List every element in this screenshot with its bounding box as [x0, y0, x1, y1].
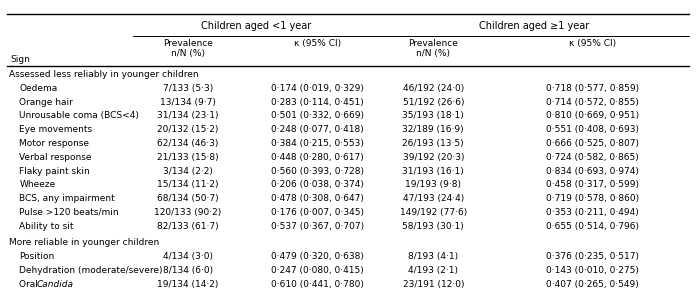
- Text: 15/134 (11·2): 15/134 (11·2): [157, 180, 219, 189]
- Text: Eye movements: Eye movements: [19, 125, 93, 134]
- Text: 32/189 (16·9): 32/189 (16·9): [402, 125, 464, 134]
- Text: 8/193 (4·1): 8/193 (4·1): [408, 252, 459, 261]
- Text: 39/192 (20·3): 39/192 (20·3): [402, 153, 464, 162]
- Text: 0·458 (0·317, 0·599): 0·458 (0·317, 0·599): [546, 180, 639, 189]
- Text: Assessed less reliably in younger children: Assessed less reliably in younger childr…: [9, 69, 198, 79]
- Text: Verbal response: Verbal response: [19, 153, 92, 162]
- Text: 31/134 (23·1): 31/134 (23·1): [157, 111, 219, 120]
- Text: 0·248 (0·077, 0·418): 0·248 (0·077, 0·418): [271, 125, 364, 134]
- Text: 0·610 (0·441, 0·780): 0·610 (0·441, 0·780): [271, 280, 364, 289]
- Text: 0·206 (0·038, 0·374): 0·206 (0·038, 0·374): [271, 180, 364, 189]
- Text: 51/192 (26·6): 51/192 (26·6): [402, 98, 464, 107]
- Text: 0·283 (0·114, 0·451): 0·283 (0·114, 0·451): [271, 98, 364, 107]
- Text: 58/193 (30·1): 58/193 (30·1): [402, 222, 464, 231]
- Text: 13/134 (9·7): 13/134 (9·7): [160, 98, 216, 107]
- Text: Position: Position: [19, 252, 54, 261]
- Text: 23/191 (12·0): 23/191 (12·0): [402, 280, 464, 289]
- Text: 19/134 (14·2): 19/134 (14·2): [157, 280, 219, 289]
- Text: 0·353 (0·211, 0·494): 0·353 (0·211, 0·494): [546, 208, 638, 217]
- Text: 0·174 (0·019, 0·329): 0·174 (0·019, 0·329): [271, 84, 364, 93]
- Text: 0·501 (0·332, 0·669): 0·501 (0·332, 0·669): [271, 111, 364, 120]
- Text: Unrousable coma (BCS<4): Unrousable coma (BCS<4): [19, 111, 139, 120]
- Text: Prevalence
n/N (%): Prevalence n/N (%): [409, 39, 458, 58]
- Text: 120/133 (90·2): 120/133 (90·2): [154, 208, 221, 217]
- Text: 0·384 (0·215, 0·553): 0·384 (0·215, 0·553): [271, 139, 364, 148]
- Text: 68/134 (50·7): 68/134 (50·7): [157, 194, 219, 203]
- Text: 31/193 (16·1): 31/193 (16·1): [402, 167, 464, 176]
- Text: Orange hair: Orange hair: [19, 98, 73, 107]
- Text: 47/193 (24·4): 47/193 (24·4): [402, 194, 464, 203]
- Text: 0·834 (0·693, 0·974): 0·834 (0·693, 0·974): [546, 167, 639, 176]
- Text: 0·810 (0·669, 0·951): 0·810 (0·669, 0·951): [546, 111, 639, 120]
- Text: Oral: Oral: [19, 280, 41, 289]
- Text: 0·478 (0·308, 0·647): 0·478 (0·308, 0·647): [271, 194, 364, 203]
- Text: 0·247 (0·080, 0·415): 0·247 (0·080, 0·415): [271, 266, 364, 275]
- Text: 82/133 (61·7): 82/133 (61·7): [157, 222, 219, 231]
- Text: Oedema: Oedema: [19, 84, 58, 93]
- Text: Candida: Candida: [37, 280, 74, 289]
- Text: 0·376 (0·235, 0·517): 0·376 (0·235, 0·517): [546, 252, 639, 261]
- Text: 0·666 (0·525, 0·807): 0·666 (0·525, 0·807): [546, 139, 639, 148]
- Text: 0·551 (0·408, 0·693): 0·551 (0·408, 0·693): [546, 125, 639, 134]
- Text: BCS, any impairment: BCS, any impairment: [19, 194, 115, 203]
- Text: 149/192 (77·6): 149/192 (77·6): [400, 208, 467, 217]
- Text: 0·714 (0·572, 0·855): 0·714 (0·572, 0·855): [546, 98, 639, 107]
- Text: 0·407 (0·265, 0·549): 0·407 (0·265, 0·549): [546, 280, 638, 289]
- Text: More reliable in younger children: More reliable in younger children: [9, 238, 159, 247]
- Text: 20/132 (15·2): 20/132 (15·2): [157, 125, 219, 134]
- Text: 7/133 (5·3): 7/133 (5·3): [163, 84, 213, 93]
- Text: 0·448 (0·280, 0·617): 0·448 (0·280, 0·617): [271, 153, 364, 162]
- Text: Ability to sit: Ability to sit: [19, 222, 74, 231]
- Text: Pulse >120 beats/min: Pulse >120 beats/min: [19, 208, 119, 217]
- Text: Dehydration (moderate/severe): Dehydration (moderate/severe): [19, 266, 163, 275]
- Text: 0·143 (0·010, 0·275): 0·143 (0·010, 0·275): [546, 266, 639, 275]
- Text: κ (95% CI): κ (95% CI): [294, 39, 341, 48]
- Text: 3/134 (2·2): 3/134 (2·2): [163, 167, 213, 176]
- Text: Prevalence
n/N (%): Prevalence n/N (%): [163, 39, 213, 58]
- Text: 0·537 (0·367, 0·707): 0·537 (0·367, 0·707): [271, 222, 364, 231]
- Text: 0·655 (0·514, 0·796): 0·655 (0·514, 0·796): [546, 222, 639, 231]
- Text: Wheeze: Wheeze: [19, 180, 56, 189]
- Text: Children aged <1 year: Children aged <1 year: [200, 21, 311, 31]
- Text: 21/133 (15·8): 21/133 (15·8): [157, 153, 219, 162]
- Text: Motor response: Motor response: [19, 139, 89, 148]
- Text: Flaky paint skin: Flaky paint skin: [19, 167, 90, 176]
- Text: 35/193 (18·1): 35/193 (18·1): [402, 111, 464, 120]
- Text: 0·176 (0·007, 0·345): 0·176 (0·007, 0·345): [271, 208, 364, 217]
- Text: 0·718 (0·577, 0·859): 0·718 (0·577, 0·859): [546, 84, 639, 93]
- Text: 0·724 (0·582, 0·865): 0·724 (0·582, 0·865): [546, 153, 638, 162]
- Text: 4/193 (2·1): 4/193 (2·1): [409, 266, 458, 275]
- Text: Sign: Sign: [10, 54, 30, 64]
- Text: κ (95% CI): κ (95% CI): [569, 39, 616, 48]
- Text: Children aged ≥1 year: Children aged ≥1 year: [479, 21, 589, 31]
- Text: 46/192 (24·0): 46/192 (24·0): [402, 84, 464, 93]
- Text: 26/193 (13·5): 26/193 (13·5): [402, 139, 464, 148]
- Text: 4/134 (3·0): 4/134 (3·0): [163, 252, 213, 261]
- Text: 0·479 (0·320, 0·638): 0·479 (0·320, 0·638): [271, 252, 364, 261]
- Text: 8/134 (6·0): 8/134 (6·0): [163, 266, 213, 275]
- Text: 0·560 (0·393, 0·728): 0·560 (0·393, 0·728): [271, 167, 364, 176]
- Text: 62/134 (46·3): 62/134 (46·3): [157, 139, 219, 148]
- Text: 19/193 (9·8): 19/193 (9·8): [405, 180, 461, 189]
- Text: 0·719 (0·578, 0·860): 0·719 (0·578, 0·860): [546, 194, 639, 203]
